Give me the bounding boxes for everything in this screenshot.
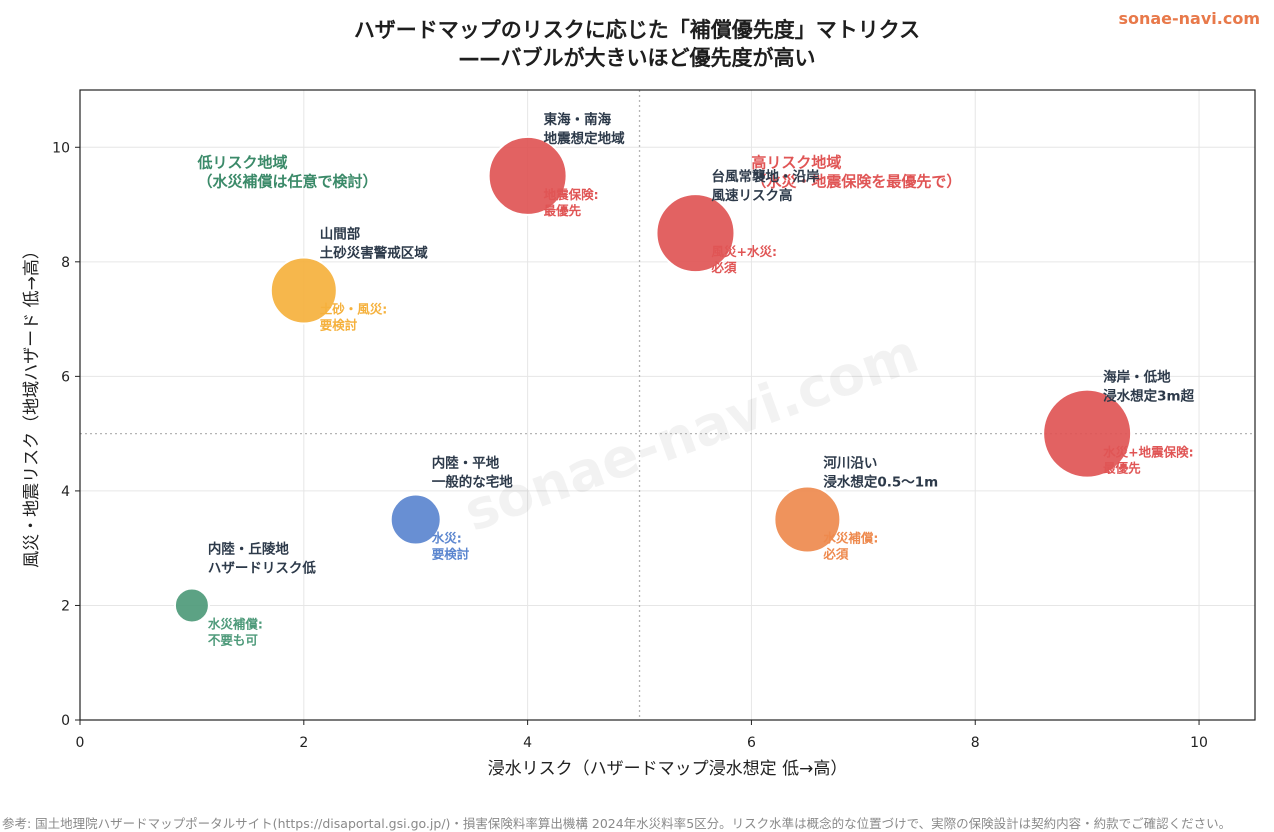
bubble — [269, 256, 338, 325]
bubble-note-line: 土砂・風災: — [320, 301, 388, 316]
bubble-name-line: 山間部 — [320, 225, 361, 242]
bubbles — [173, 135, 1133, 624]
bubble-name-line: ハザードリスク低 — [208, 559, 316, 576]
bubble — [389, 493, 442, 546]
bubble-name-label: 海岸・低地浸水想定3m超 — [1103, 369, 1194, 405]
bubble-name-line: 浸水想定3m超 — [1103, 388, 1194, 405]
bubble-note-line: 最優先 — [1103, 461, 1141, 476]
bubble-name-line: 台風常襲地・沿岸 — [711, 168, 819, 185]
threshold-lines — [80, 90, 1255, 720]
bubble-note-line: 水災+地震保険: — [1103, 445, 1193, 460]
bubble-note-line: 必須 — [710, 260, 737, 275]
bubble-name-label: 内陸・平地一般的な宅地 — [432, 455, 513, 491]
bubble-note-line: 最優先 — [544, 203, 582, 218]
quadrant-label-line: 高リスク地域 — [751, 153, 841, 171]
source-note: 参考: 国土地理院ハザードマップポータルサイト(https://disaport… — [2, 816, 1232, 831]
bubble-note-label: 水災+地震保険:最優先 — [1103, 445, 1193, 476]
bubble-name-line: 浸水想定0.5〜1m — [823, 474, 938, 491]
quadrant-label: 低リスク地域（水災補償は任意で検討） — [197, 153, 378, 190]
watermark: sonae-navi.com — [456, 321, 926, 544]
bubble — [655, 193, 736, 274]
y-tick-label: 4 — [61, 484, 70, 500]
bubble-note-label: 水災:要検討 — [432, 531, 470, 562]
chart-title: ハザードマップのリスクに応じた「補償優先度」マトリクス ——バブルが大きいほど優… — [0, 16, 1274, 72]
bubble-note-label: 水災補償:必須 — [822, 531, 878, 562]
quadrant-label-line: （水災補償は任意で検討） — [198, 172, 378, 190]
bubble — [173, 587, 210, 624]
y-tick-label: 10 — [52, 140, 70, 156]
x-axis-label: 浸水リスク（ハザードマップ浸水想定 低→高） — [488, 759, 848, 779]
bubble — [487, 135, 568, 216]
bubble-name-label: 台風常襲地・沿岸風速リスク高 — [711, 168, 819, 204]
quadrant-label: 高リスク地域（水災・地震保険を最優先で） — [751, 153, 961, 190]
bubble-name-line: 一般的な宅地 — [432, 474, 513, 491]
bubble-note-line: 要検討 — [432, 547, 470, 562]
bubble-note-label: 水災補償:不要も可 — [208, 616, 263, 647]
bubble-note-line: 風災+水災: — [711, 244, 776, 259]
bubble-name-line: 河川沿い — [823, 455, 877, 472]
bubble-name-label: 内陸・丘陵地ハザードリスク低 — [208, 540, 316, 576]
bubble-note-label: 風災+水災:必須 — [710, 244, 776, 275]
quadrant-label-line: （水災・地震保険を最優先で） — [751, 172, 961, 190]
bubble-name-line: 土砂災害警戒区域 — [320, 244, 428, 261]
x-tick-label: 6 — [747, 735, 756, 751]
chart-title-line-1: ハザードマップのリスクに応じた「補償優先度」マトリクス — [353, 18, 921, 42]
bubble-note-line: 要検討 — [320, 317, 358, 332]
bubble-name-line: 海岸・低地 — [1103, 369, 1171, 386]
x-tick-label: 2 — [299, 735, 308, 751]
y-tick-label: 0 — [61, 713, 70, 729]
quadrant-labels: 低リスク地域（水災補償は任意で検討） 高リスク地域（水災・地震保険を最優先で） — [197, 153, 962, 190]
bubble-name-line: 東海・南海 — [544, 111, 612, 128]
plot-frame — [79, 89, 1256, 721]
bubble-name-line: 内陸・丘陵地 — [208, 540, 289, 557]
x-tick-label: 10 — [1190, 735, 1208, 751]
chart-title-line-2: ——バブルが大きいほど優先度が高い — [458, 46, 816, 70]
bubble-name-line: 内陸・平地 — [432, 455, 500, 472]
bubble — [773, 485, 842, 554]
bubble-name-label: 山間部土砂災害警戒区域 — [320, 225, 428, 261]
bubble-note-line: 水災補償: — [208, 616, 263, 631]
y-axis-label: 風災・地震リスク（地域ハザード 低→高） — [22, 242, 42, 568]
axis-ticks: 0 2 4 6 8 10 0 2 4 6 8 10 — [52, 140, 1208, 751]
bubble-note-line: 不要も可 — [208, 632, 259, 647]
bubble-name-line: 地震想定地域 — [544, 130, 625, 147]
y-tick-label: 8 — [61, 255, 70, 271]
bubble-note-line: 必須 — [822, 547, 849, 562]
x-tick-label: 0 — [76, 735, 85, 751]
x-tick-label: 4 — [523, 735, 532, 751]
bubble-note-line: 水災: — [432, 531, 462, 546]
y-tick-label: 2 — [61, 598, 70, 614]
bubble-labels: 内陸・丘陵地ハザードリスク低水災補償:不要も可内陸・平地一般的な宅地水災:要検討… — [208, 111, 1195, 648]
bubble-note-line: 水災補償: — [823, 531, 878, 546]
bubble-name-label: 東海・南海地震想定地域 — [544, 111, 625, 147]
bubble-name-line: 風速リスク高 — [711, 187, 792, 204]
bubble-note-label: 土砂・風災:要検討 — [320, 301, 388, 332]
bubble-note-line: 地震保険: — [544, 187, 599, 202]
brand-label: sonae-navi.com — [1118, 9, 1260, 28]
bubble — [1042, 388, 1133, 479]
x-tick-label: 8 — [971, 735, 980, 751]
y-tick-label: 6 — [61, 369, 70, 385]
bubble-name-label: 河川沿い浸水想定0.5〜1m — [823, 455, 938, 491]
quadrant-label-line: 低リスク地域 — [197, 153, 288, 171]
bubble-note-label: 地震保険:最優先 — [544, 187, 599, 218]
